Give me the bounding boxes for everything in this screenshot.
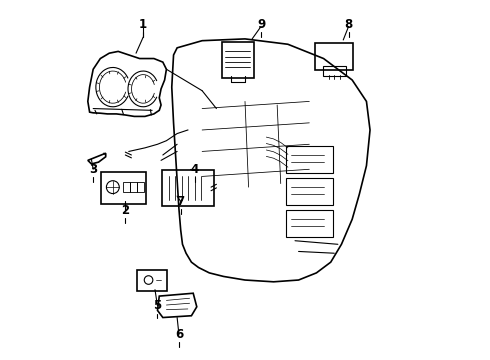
Text: 6: 6 bbox=[175, 328, 183, 341]
Text: 4: 4 bbox=[191, 163, 199, 176]
Text: 9: 9 bbox=[257, 18, 265, 31]
Text: 7: 7 bbox=[176, 195, 185, 208]
Text: 3: 3 bbox=[89, 163, 97, 176]
Text: 2: 2 bbox=[121, 204, 129, 217]
Text: 8: 8 bbox=[344, 18, 353, 31]
Text: 5: 5 bbox=[153, 299, 162, 312]
Text: 1: 1 bbox=[139, 18, 147, 31]
